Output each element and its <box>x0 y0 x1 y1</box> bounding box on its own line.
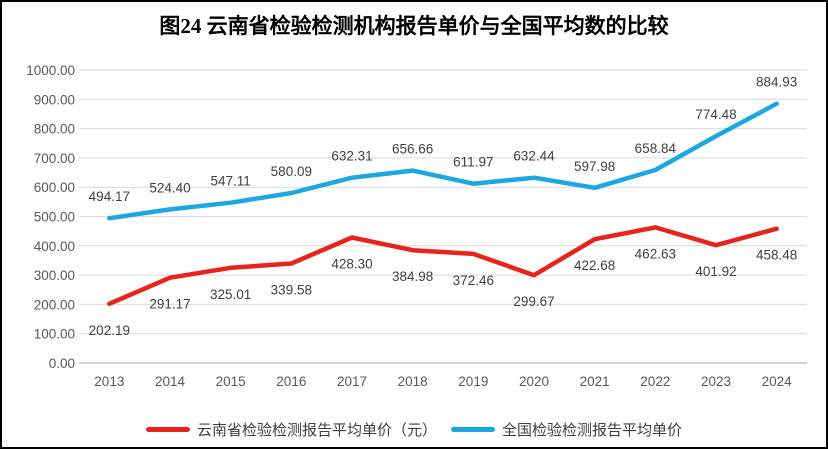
legend-label-national: 全国检验检测报告平均单价 <box>502 421 683 439</box>
legend-item-yunnan: 云南省检验检测报告平均单价（元） <box>145 419 437 440</box>
data-label: 384.98 <box>392 269 433 284</box>
data-label: 422.68 <box>574 258 615 273</box>
chart-title: 图24 云南省检验检测机构报告单价与全国平均数的比较 <box>159 14 669 38</box>
y-axis-tick-label: 1000.00 <box>26 63 75 78</box>
y-axis-tick-label: 0.00 <box>49 356 75 371</box>
data-label: 580.09 <box>271 164 312 179</box>
series-line-yunnan <box>107 225 779 307</box>
data-label: 339.58 <box>271 283 312 298</box>
y-axis-tick-label: 100.00 <box>34 327 75 342</box>
y-axis-tick-label: 700.00 <box>34 151 75 166</box>
data-label: 202.19 <box>89 323 130 338</box>
data-label: 401.92 <box>695 264 736 279</box>
y-axis-tick-label: 600.00 <box>34 180 75 195</box>
data-label: 428.30 <box>331 257 372 272</box>
x-axis-tick-label: 2021 <box>580 374 610 389</box>
x-axis-tick-label: 2022 <box>640 374 670 389</box>
x-axis-tick-label: 2014 <box>155 374 186 389</box>
data-label: 494.17 <box>89 189 130 204</box>
legend-swatch-yunnan-red-line <box>145 426 190 432</box>
y-axis-tick-label: 900.00 <box>34 92 75 107</box>
series-line-national <box>107 101 779 221</box>
legend-swatch-national-blue-line <box>451 426 495 432</box>
data-label: 632.44 <box>513 149 555 164</box>
y-axis-tick-label: 800.00 <box>34 122 75 137</box>
x-axis-tick-label: 2013 <box>94 374 124 389</box>
data-label: 372.46 <box>453 273 494 288</box>
data-label: 632.31 <box>331 149 372 164</box>
data-label: 462.63 <box>635 246 676 261</box>
x-axis-tick-label: 2023 <box>701 374 731 389</box>
x-axis-tick-label: 2015 <box>216 374 246 389</box>
chart-legend: 云南省检验检测报告平均单价（元） 全国检验检测报告平均单价 <box>2 416 826 442</box>
y-axis-tick-label: 500.00 <box>34 210 75 225</box>
data-label: 884.93 <box>756 75 797 90</box>
data-label: 547.11 <box>211 174 251 189</box>
data-label: 524.40 <box>149 180 190 195</box>
data-label: 597.98 <box>574 159 615 174</box>
data-label: 656.66 <box>392 142 433 157</box>
x-axis-tick-label: 2024 <box>762 374 793 389</box>
x-axis-tick-label: 2020 <box>519 374 549 389</box>
y-axis-tick-label: 300.00 <box>34 268 75 283</box>
data-label: 658.84 <box>635 141 677 156</box>
legend-item-national: 全国检验检测报告平均单价 <box>451 419 682 440</box>
x-axis-tick-label: 2018 <box>398 374 428 389</box>
data-label: 774.48 <box>695 107 736 122</box>
y-axis-tick-label: 400.00 <box>34 239 75 254</box>
legend-label-yunnan: 云南省检验检测报告平均单价（元） <box>196 421 437 439</box>
x-axis-tick-label: 2016 <box>276 374 306 389</box>
x-axis-tick-label: 2017 <box>337 374 367 389</box>
data-label: 611.97 <box>453 155 493 170</box>
y-axis-tick-label: 200.00 <box>34 297 75 312</box>
data-label: 458.48 <box>756 248 797 263</box>
data-label: 299.67 <box>513 294 554 309</box>
data-label: 325.01 <box>210 287 251 302</box>
data-label: 291.17 <box>149 297 190 312</box>
x-axis-tick-label: 2019 <box>458 374 488 389</box>
